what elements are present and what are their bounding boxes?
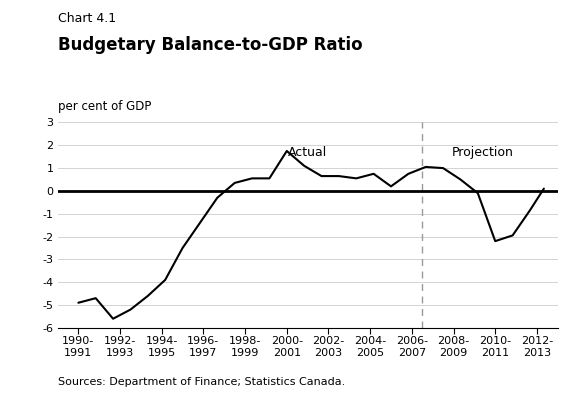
Text: Chart 4.1: Chart 4.1 [58, 12, 116, 25]
Text: Projection: Projection [452, 146, 513, 159]
Text: Sources: Department of Finance; Statistics Canada.: Sources: Department of Finance; Statisti… [58, 377, 345, 387]
Text: Actual: Actual [288, 146, 327, 159]
Text: per cent of GDP: per cent of GDP [58, 100, 151, 113]
Text: Budgetary Balance-to-GDP Ratio: Budgetary Balance-to-GDP Ratio [58, 36, 362, 54]
